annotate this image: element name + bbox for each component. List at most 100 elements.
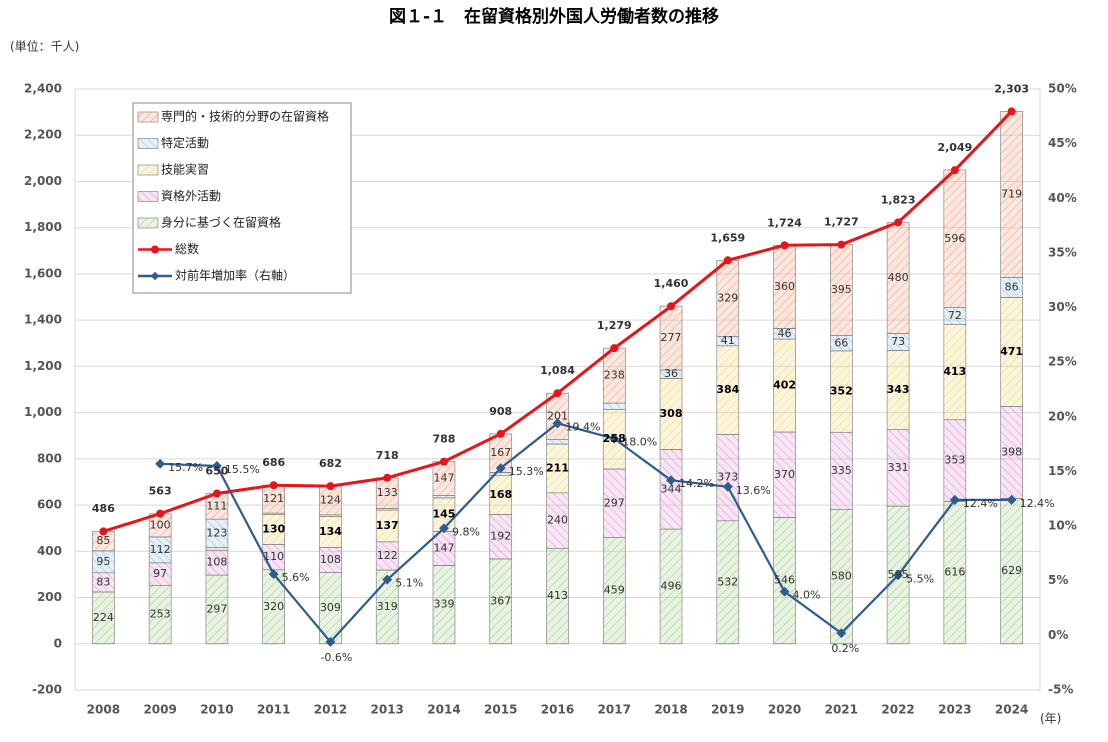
segment-label: 353 bbox=[944, 454, 965, 467]
data-label: 15.5% bbox=[225, 463, 260, 476]
y-tick-label: 800 bbox=[37, 451, 62, 465]
segment-label: 309 bbox=[320, 601, 341, 614]
x-tick-label: 2010 bbox=[200, 703, 233, 717]
x-tick-label: 2012 bbox=[314, 703, 347, 717]
segment-label: 147 bbox=[433, 472, 454, 485]
x-tick-label: 2008 bbox=[87, 703, 120, 717]
total-label: 1,460 bbox=[654, 277, 689, 290]
point bbox=[610, 344, 619, 353]
legend-swatch bbox=[137, 111, 159, 123]
x-tick-label: 2014 bbox=[427, 703, 460, 717]
data-label: 5.5% bbox=[906, 572, 934, 585]
data-label: 18.0% bbox=[622, 436, 657, 449]
data-label: 9.8% bbox=[452, 525, 480, 538]
segment-label: 41 bbox=[721, 334, 735, 347]
point bbox=[1007, 107, 1016, 116]
segment-label: 167 bbox=[490, 446, 511, 459]
segment-label: 595 bbox=[888, 568, 909, 581]
point bbox=[894, 218, 903, 227]
y2-tick-label: 40% bbox=[1048, 191, 1077, 205]
y-tick-label: 400 bbox=[37, 544, 62, 558]
point bbox=[269, 481, 278, 490]
y2-tick-label: -5% bbox=[1048, 683, 1073, 697]
total-label: 650 bbox=[205, 465, 228, 478]
unit-label: (単位：千人) bbox=[10, 39, 79, 54]
y2-tick-label: 20% bbox=[1048, 409, 1077, 423]
plot-frame bbox=[74, 88, 1041, 691]
legend-label: 専門的・技術的分野の在留資格 bbox=[161, 109, 329, 124]
segment-label: 319 bbox=[377, 600, 398, 613]
legend-label: 技能実習 bbox=[161, 162, 209, 177]
point bbox=[383, 473, 392, 482]
data-label: 14.2% bbox=[679, 477, 714, 490]
x-tick-label: 2020 bbox=[768, 703, 801, 717]
segment-label: 97 bbox=[153, 567, 167, 580]
data-label: 5.1% bbox=[395, 577, 423, 590]
segment-label: 616 bbox=[944, 566, 965, 579]
legend-label: 特定活動 bbox=[161, 135, 209, 150]
segment-label: 46 bbox=[778, 327, 792, 340]
segment-label: 320 bbox=[263, 600, 284, 613]
segment-label: 629 bbox=[1001, 564, 1022, 577]
point bbox=[496, 429, 505, 438]
point bbox=[666, 475, 676, 486]
point bbox=[667, 302, 676, 311]
data-label: -0.6% bbox=[320, 651, 352, 664]
total-label: 908 bbox=[489, 405, 512, 418]
x-tick-label: 2017 bbox=[598, 703, 631, 717]
point bbox=[722, 481, 733, 492]
point bbox=[439, 523, 449, 534]
segment-label: 331 bbox=[888, 461, 909, 474]
segment-label: 580 bbox=[831, 570, 852, 583]
segment-label: 343 bbox=[887, 383, 910, 396]
x-tick-label: 2022 bbox=[881, 703, 914, 717]
segment-label: 308 bbox=[660, 407, 683, 420]
legend-label: 対前年増加率（右軸） bbox=[175, 268, 295, 283]
point bbox=[495, 463, 506, 474]
y-tick-label: 1,800 bbox=[24, 220, 62, 234]
y2-tick-label: 50% bbox=[1048, 82, 1077, 96]
point bbox=[552, 418, 563, 429]
segment-label: 192 bbox=[490, 530, 511, 543]
segment-label: 546 bbox=[774, 574, 795, 587]
point bbox=[99, 527, 108, 536]
point bbox=[156, 509, 165, 518]
point bbox=[439, 457, 448, 466]
y-tick-label: 1,000 bbox=[24, 405, 62, 419]
segment-label: 83 bbox=[96, 575, 110, 588]
point bbox=[553, 389, 562, 398]
data-label: 19.4% bbox=[566, 420, 601, 433]
point bbox=[155, 458, 166, 469]
y2-tick-label: 35% bbox=[1048, 245, 1077, 259]
legend-label: 資格外活動 bbox=[161, 188, 221, 203]
segment-label: 133 bbox=[377, 486, 398, 499]
point bbox=[609, 433, 620, 444]
data-label: 12.4% bbox=[1020, 497, 1055, 510]
x-tick-label: 2019 bbox=[711, 703, 744, 717]
legend-marker bbox=[151, 245, 159, 254]
segment-label: 121 bbox=[263, 492, 284, 505]
segment-label: 130 bbox=[262, 522, 285, 535]
legend-swatch bbox=[137, 138, 159, 149]
point bbox=[1006, 494, 1017, 505]
segment-label: 719 bbox=[1001, 188, 1022, 201]
segment-label: 352 bbox=[830, 385, 853, 398]
total-label: 563 bbox=[149, 485, 172, 498]
legend-swatch bbox=[137, 217, 159, 229]
segment-label: 110 bbox=[263, 550, 284, 563]
segment-label: 367 bbox=[490, 594, 511, 607]
total-label: 1,724 bbox=[767, 216, 802, 229]
y-tick-label: 2,000 bbox=[24, 174, 62, 188]
segment-label: 145 bbox=[432, 508, 455, 521]
segment-label: 66 bbox=[834, 336, 848, 349]
x-tick-label: 2018 bbox=[654, 703, 687, 717]
segment-label: 335 bbox=[831, 464, 852, 477]
segment-label: 72 bbox=[948, 309, 962, 322]
segment-label: 344 bbox=[661, 482, 682, 495]
point bbox=[212, 489, 221, 498]
segment-label: 137 bbox=[376, 519, 399, 532]
segment-label: 413 bbox=[943, 365, 966, 378]
y2-tick-label: 5% bbox=[1048, 573, 1068, 587]
line bbox=[160, 422, 1012, 644]
